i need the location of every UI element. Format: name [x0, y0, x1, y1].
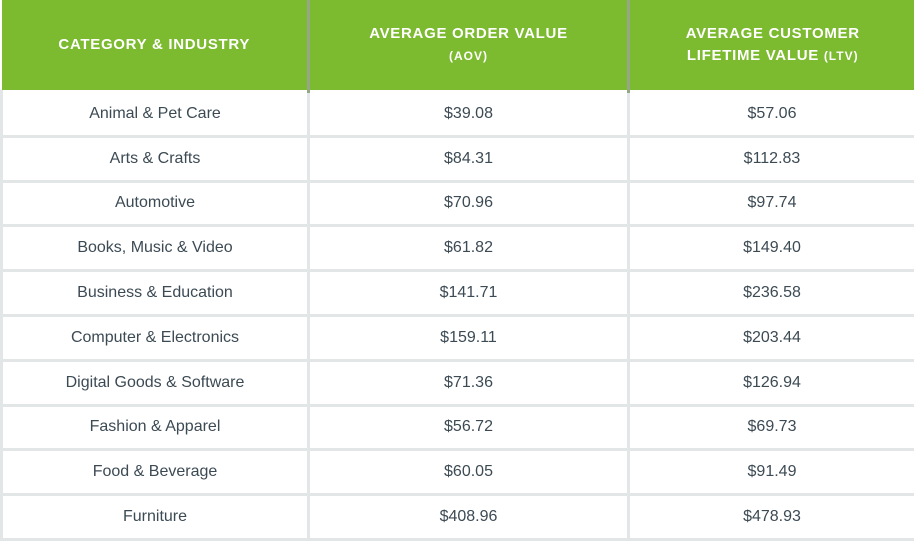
ltv-cell: $236.58	[629, 271, 914, 316]
category-cell: Animal & Pet Care	[2, 92, 309, 137]
table-row: Computer & Electronics $159.11 $203.44	[2, 315, 914, 360]
category-cell: Arts & Crafts	[2, 136, 309, 181]
table-row: Business & Education $141.71 $236.58	[2, 271, 914, 316]
aov-cell: $84.31	[309, 136, 629, 181]
category-cell: Furniture	[2, 495, 309, 540]
aov-cell: $60.05	[309, 450, 629, 495]
col-header-category: CATEGORY & INDUSTRY	[2, 0, 309, 92]
category-cell: Food & Beverage	[2, 450, 309, 495]
ltv-cell: $126.94	[629, 360, 914, 405]
aov-cell: $61.82	[309, 226, 629, 271]
ltv-cell: $478.93	[629, 495, 914, 540]
table-row: Digital Goods & Software $71.36 $126.94	[2, 360, 914, 405]
ltv-cell: $203.44	[629, 315, 914, 360]
ltv-cell: $57.06	[629, 92, 914, 137]
ltv-cell: $149.40	[629, 226, 914, 271]
category-cell: Fashion & Apparel	[2, 405, 309, 450]
ltv-cell: $112.83	[629, 136, 914, 181]
col-header-aov: AVERAGE ORDER VALUE (AOV)	[309, 0, 629, 92]
header-acronym: (AOV)	[449, 49, 488, 63]
category-cell: Digital Goods & Software	[2, 360, 309, 405]
table-row: Fashion & Apparel $56.72 $69.73	[2, 405, 914, 450]
header-acronym: (LTV)	[824, 49, 859, 63]
aov-cell: $70.96	[309, 181, 629, 226]
table-row: Books, Music & Video $61.82 $149.40	[2, 226, 914, 271]
aov-cell: $408.96	[309, 495, 629, 540]
header-label: CATEGORY & INDUSTRY	[58, 36, 250, 53]
category-cell: Business & Education	[2, 271, 309, 316]
col-header-ltv: AVERAGE CUSTOMER LIFETIME VALUE (LTV)	[629, 0, 914, 92]
aov-cell: $71.36	[309, 360, 629, 405]
aov-cell: $56.72	[309, 405, 629, 450]
aov-cell: $141.71	[309, 271, 629, 316]
aov-cell: $159.11	[309, 315, 629, 360]
table-header-row: CATEGORY & INDUSTRY AVERAGE ORDER VALUE …	[2, 0, 914, 92]
table-row: Animal & Pet Care $39.08 $57.06	[2, 92, 914, 137]
header-label: AVERAGE ORDER VALUE	[369, 25, 568, 42]
ltv-cell: $91.49	[629, 450, 914, 495]
ltv-cell: $69.73	[629, 405, 914, 450]
table-row: Food & Beverage $60.05 $91.49	[2, 450, 914, 495]
category-cell: Computer & Electronics	[2, 315, 309, 360]
category-cell: Books, Music & Video	[2, 226, 309, 271]
table-row: Furniture $408.96 $478.93	[2, 495, 914, 540]
table-row: Automotive $70.96 $97.74	[2, 181, 914, 226]
header-label-line2: LIFETIME VALUE	[687, 47, 824, 64]
aov-cell: $39.08	[309, 92, 629, 137]
category-cell: Automotive	[2, 181, 309, 226]
ltv-cell: $97.74	[629, 181, 914, 226]
table-row: Arts & Crafts $84.31 $112.83	[2, 136, 914, 181]
header-label: AVERAGE CUSTOMER	[686, 25, 860, 42]
